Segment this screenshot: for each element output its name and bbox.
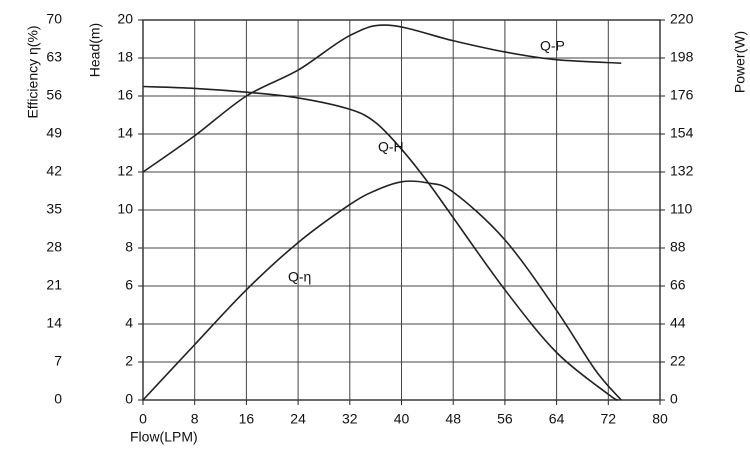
y-tick-label: 20 [117,11,133,27]
x-tick-label: 80 [652,411,668,427]
x-tick-label: 24 [290,411,306,427]
y2-tick-label: 66 [670,277,686,293]
series-label: Q-H [378,139,404,155]
y-tick-label: 10 [117,201,133,217]
x-tick-label: 72 [601,411,617,427]
y-tick-label: 12 [117,163,133,179]
x-axis-title: Flow(LPM) [130,429,198,445]
y3-axis-title: Efficiency η(%) [25,25,41,118]
y2-tick-label: 44 [670,315,686,331]
y-tick-label: 2 [125,353,133,369]
y2-tick-label: 176 [670,87,694,103]
y-tick-label: 6 [125,277,133,293]
y2-tick-label: 110 [670,201,693,217]
x-tick-label: 48 [445,411,461,427]
y3-tick-label: 35 [46,201,62,217]
y-tick-label: 8 [125,239,133,255]
y-tick-label: 4 [125,315,133,331]
y2-tick-label: 154 [670,125,694,141]
y3-tick-label: 49 [46,125,62,141]
y2-tick-label: 220 [670,11,694,27]
y-axis-title: Head(m) [87,23,103,77]
x-tick-label: 64 [549,411,565,427]
y-tick-label: 0 [125,391,133,407]
y3-tick-label: 7 [54,353,62,369]
y-tick-label: 16 [117,87,133,103]
series-label: Q-η [288,269,311,285]
series-line [142,180,622,401]
y-tick-label: 14 [117,125,133,141]
y-tick-label: 18 [117,49,133,65]
y2-tick-label: 132 [670,163,694,179]
x-tick-label: 40 [394,411,410,427]
y3-tick-label: 42 [46,163,62,179]
y3-tick-label: 14 [46,315,62,331]
series-label: Q-P [540,38,565,54]
series-line [142,24,622,173]
y3-tick-label: 70 [46,11,62,27]
series-line [142,85,619,401]
y2-tick-label: 22 [670,353,686,369]
x-tick-label: 8 [191,411,199,427]
y3-tick-label: 56 [46,87,62,103]
y2-tick-label: 198 [670,49,694,65]
y2-axis-title: Power(W) [732,31,748,93]
y2-tick-label: 88 [670,239,686,255]
y3-tick-label: 63 [46,49,62,65]
y3-tick-label: 0 [54,391,62,407]
x-tick-label: 32 [342,411,358,427]
x-tick-label: 56 [497,411,513,427]
x-tick-label: 16 [239,411,255,427]
x-tick-label: 0 [139,411,147,427]
y3-tick-label: 28 [46,239,62,255]
y2-tick-label: 0 [670,391,678,407]
y3-tick-label: 21 [46,277,62,293]
